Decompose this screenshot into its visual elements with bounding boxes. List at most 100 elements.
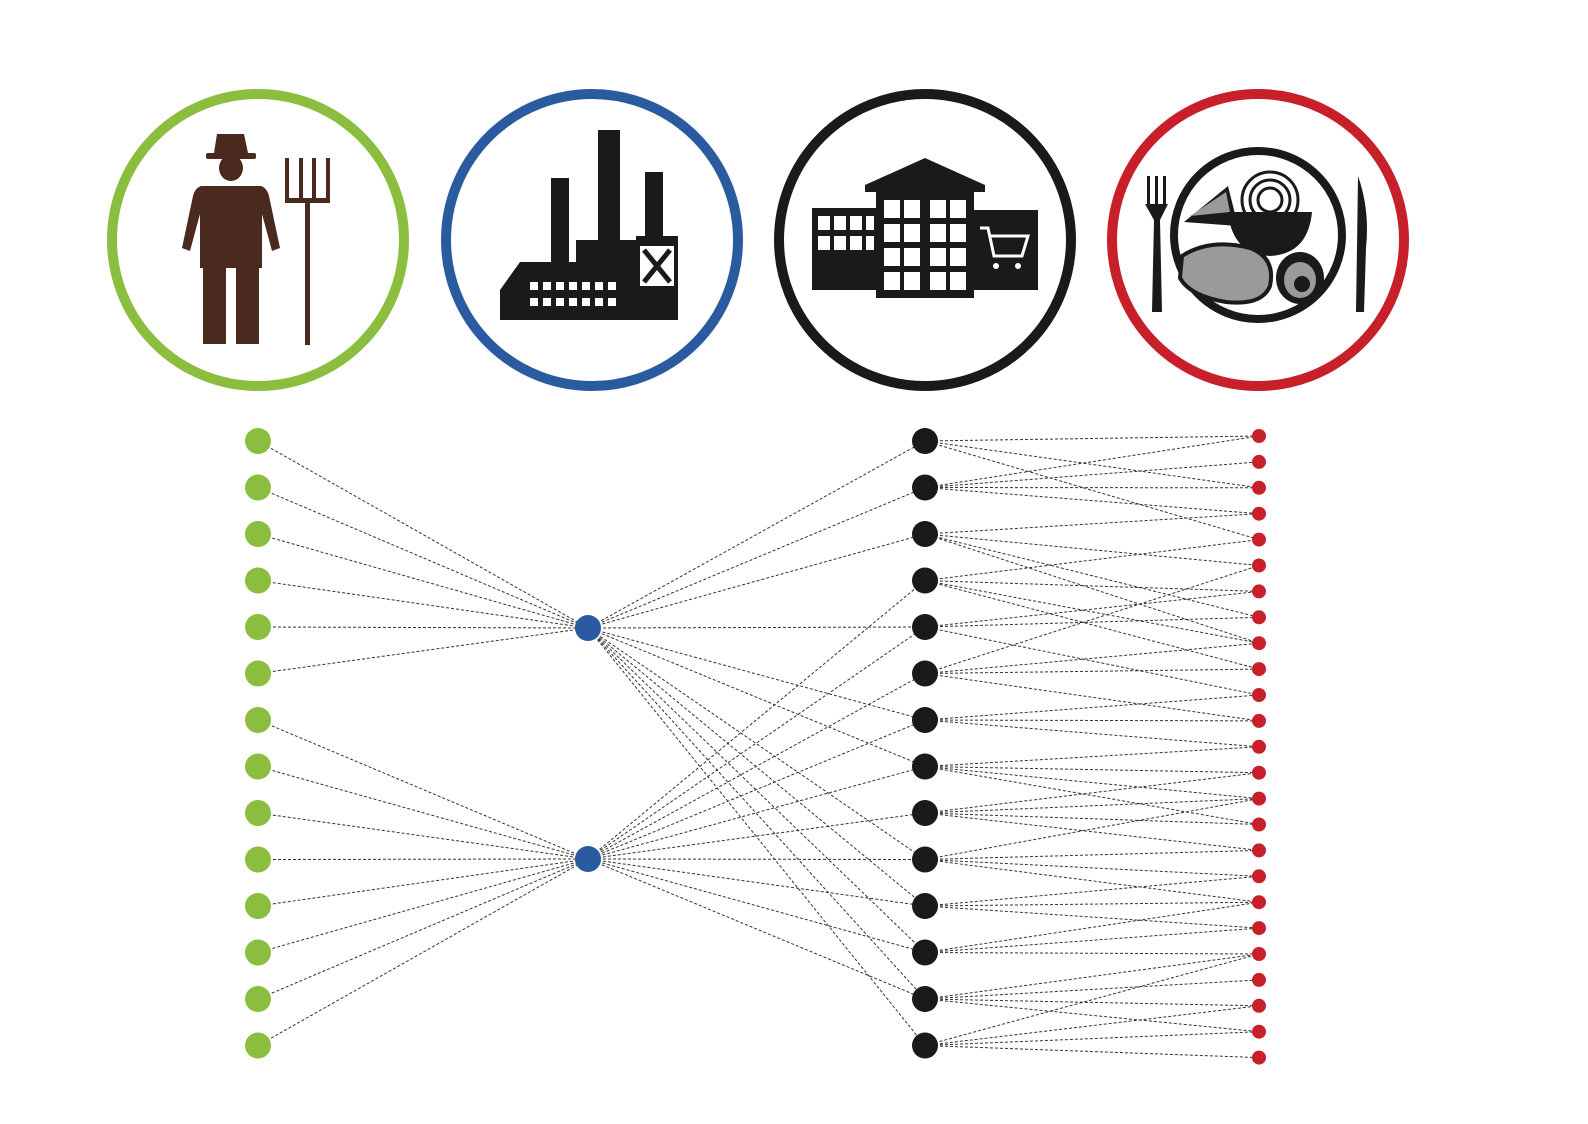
supermarket-icon [812, 158, 1038, 298]
edge-processor-retailer [587, 766, 926, 860]
edge-retailer-consumer [924, 905, 1260, 929]
farmer-node [245, 660, 271, 687]
consumer-node [1252, 636, 1266, 651]
retailer-node [912, 474, 938, 501]
retailer-node [912, 893, 938, 919]
edge-processor-retailer [587, 627, 926, 953]
edge-retailer-consumer [924, 513, 1260, 535]
edge-processor-retailer [587, 858, 926, 1000]
processor-node [575, 846, 601, 872]
consumer-node [1252, 662, 1266, 677]
edge-retailer-consumer [924, 533, 1260, 644]
edge-retailer-consumer [924, 1005, 1260, 1046]
edge-processor-retailer [587, 440, 926, 629]
edge-processor-retailer [587, 626, 926, 860]
consumer-node [1252, 921, 1266, 936]
consumer-node [1252, 1024, 1266, 1039]
edge-retailer-consumer [924, 901, 1260, 953]
edge-processor-retailer [587, 858, 926, 860]
farmer-node [245, 614, 271, 640]
edge-retailer-consumer [924, 580, 1260, 592]
farmer-node [245, 474, 271, 501]
farmer-node [245, 521, 271, 547]
edge-farmer-processor [257, 533, 589, 629]
edge-retailer-consumer [924, 953, 1260, 1046]
retailer-node [912, 614, 938, 640]
consumer-node [1252, 558, 1266, 573]
consumer-node [1252, 688, 1266, 702]
meal-plate-icon [1145, 147, 1367, 323]
consumer-node [1252, 610, 1266, 625]
edge-farmer-processor [257, 858, 589, 860]
edge-retailer-consumer [924, 998, 1260, 1007]
edge-retailer-consumer [924, 1031, 1260, 1046]
edge-retailer-consumer [924, 626, 1260, 696]
consumer-node [1252, 765, 1266, 780]
farmer-node [245, 707, 271, 733]
edge-retailer-consumer [924, 440, 1260, 489]
farmer-node [245, 846, 271, 873]
edge-retailer-consumer [924, 580, 1260, 644]
edge-retailer-consumer [924, 533, 1260, 566]
retailer-node [912, 800, 938, 826]
edge-retailer-consumer [924, 998, 1260, 1033]
consumer-node [1252, 532, 1266, 547]
consumer-node [1252, 1050, 1266, 1065]
consumer-node [1252, 869, 1266, 884]
edge-processor-retailer [587, 812, 926, 860]
farmer-node [245, 428, 271, 454]
retailer-node [912, 986, 938, 1012]
edge-retailer-consumer [924, 694, 1260, 721]
retailer-node [912, 753, 938, 780]
consumer-node [1252, 739, 1266, 754]
edge-retailer-consumer [924, 642, 1260, 674]
edge-farmer-processor [257, 440, 589, 629]
stage-farmer [107, 89, 409, 391]
edge-retailer-consumer [924, 798, 1260, 814]
edge-retailer-consumer [924, 746, 1260, 767]
retailer-node [912, 660, 938, 687]
edge-retailer-consumer [924, 849, 1260, 860]
edge-retailer-consumer [924, 798, 1260, 860]
edge-processor-retailer [587, 719, 926, 860]
edge-processor-retailer [587, 533, 926, 629]
stage-icons [107, 89, 1409, 391]
edge-farmer-processor [257, 858, 589, 953]
edge-farmer-processor [257, 812, 589, 860]
retailer-node [912, 521, 938, 547]
network-edges [257, 435, 1260, 1059]
edge-farmer-processor [257, 487, 589, 629]
retailer-node [912, 1032, 938, 1059]
farmer-node [245, 753, 271, 780]
edge-retailer-consumer [924, 812, 1260, 851]
edge-processor-retailer [587, 487, 926, 629]
farmer-node [245, 567, 271, 594]
stage-consumer [1107, 89, 1409, 391]
edge-retailer-consumer [924, 673, 1260, 722]
consumer-node [1252, 998, 1266, 1013]
edge-retailer-consumer [924, 927, 1260, 953]
edge-retailer-consumer [924, 590, 1260, 628]
edge-processor-retailer [587, 858, 926, 907]
farmer-icon [182, 134, 330, 345]
edge-processor-retailer [587, 627, 926, 1046]
farmer-node [245, 1032, 271, 1059]
edge-retailer-consumer [924, 461, 1260, 488]
edge-retailer-consumer [924, 772, 1260, 814]
consumer-node [1252, 584, 1266, 599]
edge-retailer-consumer [924, 859, 1260, 903]
consumer-node [1252, 713, 1266, 728]
edge-processor-retailer [587, 627, 926, 860]
edge-processor-retailer [587, 627, 926, 721]
edge-retailer-consumer [924, 565, 1260, 674]
knife-icon [1356, 176, 1367, 312]
edge-retailer-consumer [924, 440, 1260, 541]
consumer-node [1252, 429, 1266, 443]
stage-retailer [774, 89, 1076, 391]
edge-retailer-consumer [924, 766, 1260, 825]
edge-retailer-consumer [924, 539, 1260, 581]
consumer-node [1252, 947, 1266, 961]
consumer-node [1252, 817, 1266, 832]
edge-processor-retailer [587, 627, 926, 1000]
